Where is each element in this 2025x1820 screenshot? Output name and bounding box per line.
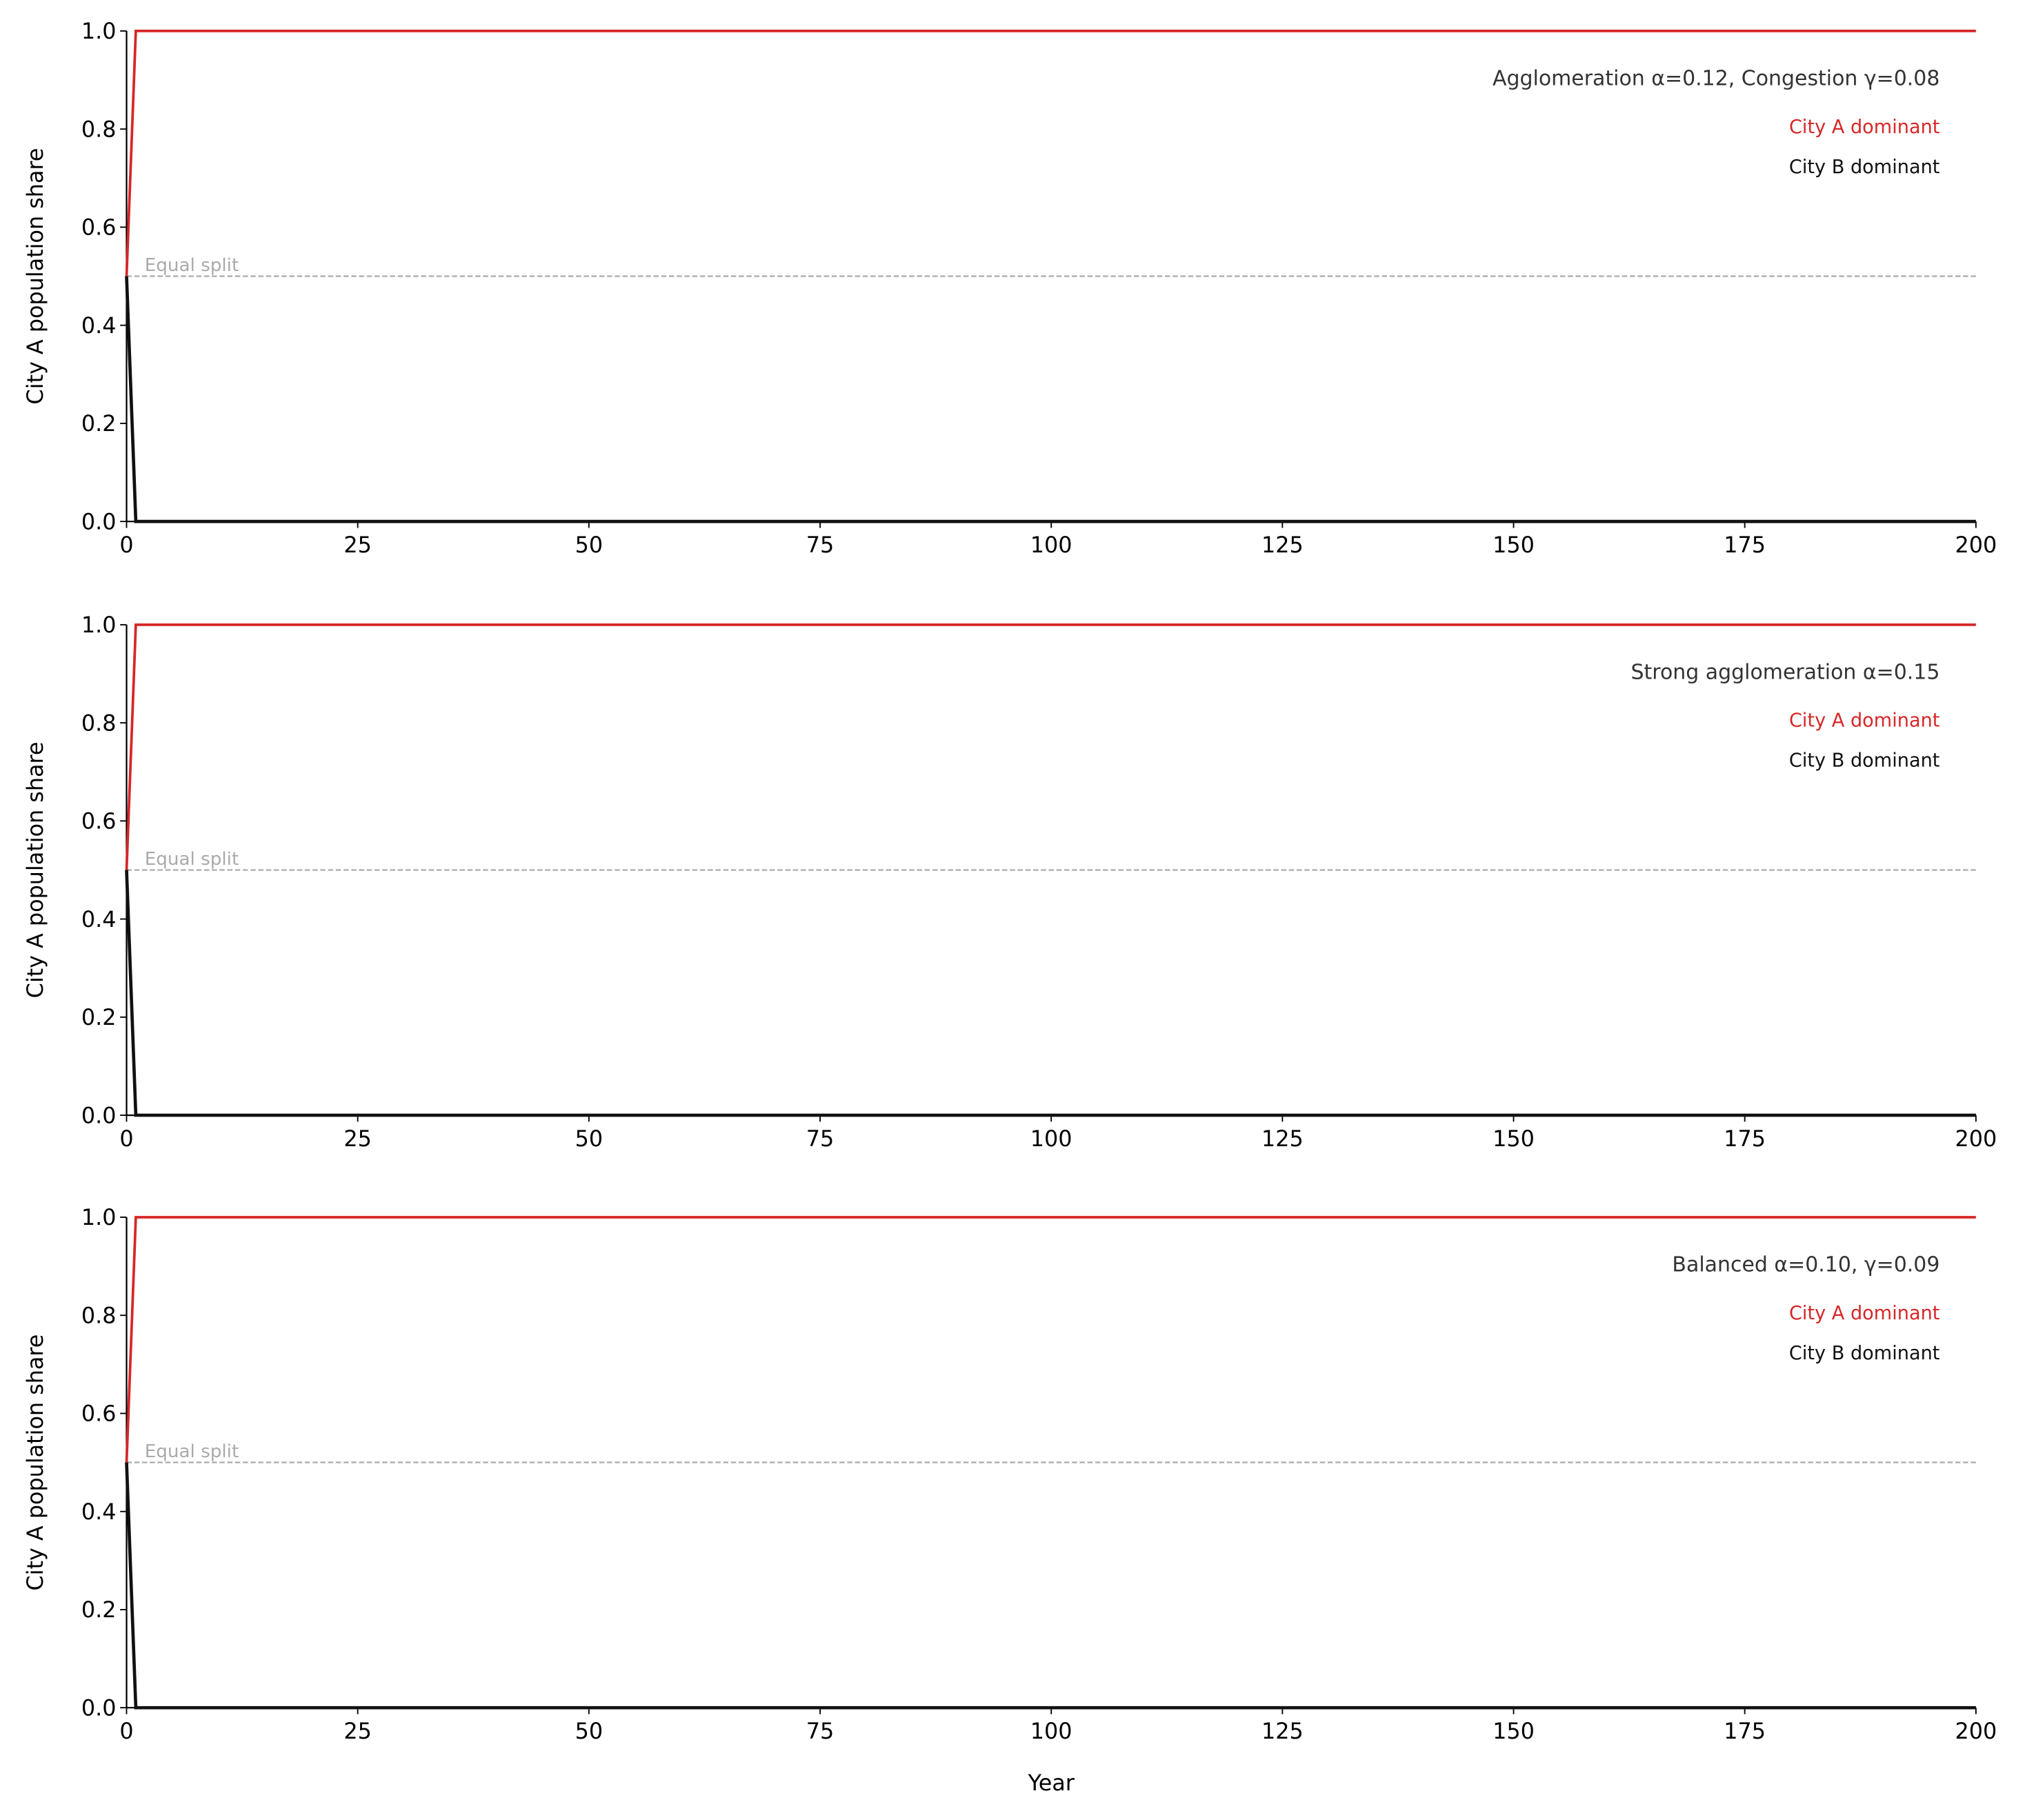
x-tick-label: 75 bbox=[806, 1718, 834, 1744]
y-tick-label: 0.8 bbox=[81, 1302, 117, 1328]
y-tick-label: 1.0 bbox=[81, 1204, 117, 1230]
x-tick-label: 50 bbox=[575, 1718, 603, 1744]
y-tick-label: 0.6 bbox=[81, 1401, 117, 1427]
series-line-city-a bbox=[125, 623, 1976, 870]
x-axis-label: Year bbox=[1027, 1770, 1075, 1796]
legend-label: City A dominant bbox=[1789, 1303, 1939, 1324]
legend-label: City B dominant bbox=[1789, 157, 1939, 178]
x-tick-label: 100 bbox=[1030, 1126, 1073, 1152]
equal-split-label: Equal split bbox=[145, 255, 239, 276]
series-line-city-b bbox=[125, 870, 1976, 1117]
y-tick-label: 0.4 bbox=[81, 906, 117, 932]
panel-annotation: Balanced α=0.10, γ=0.09 bbox=[1672, 1253, 1939, 1277]
y-tick-label: 0.6 bbox=[81, 214, 117, 241]
x-tick-label: 125 bbox=[1261, 1126, 1304, 1152]
x-tick-label: 175 bbox=[1724, 532, 1766, 558]
y-tick-label: 0.0 bbox=[81, 508, 117, 534]
x-tick-label: 150 bbox=[1493, 1718, 1535, 1744]
legend-label: City B dominant bbox=[1789, 1343, 1939, 1364]
y-tick-label: 0.2 bbox=[81, 1004, 117, 1030]
y-axis-label: City A population share bbox=[22, 742, 48, 999]
panel-1: 0.0 0.2 0.4 0.6 0.8 1.0 0 25 50 75 100 125 150 175 200… bbox=[22, 18, 1997, 558]
x-tick-label: 25 bbox=[343, 532, 371, 558]
y-tick-label: 0.6 bbox=[81, 808, 117, 834]
panel-2: 0.0 0.2 0.4 0.6 0.8 1.0 0 25 50 75 100 125 150 175 200… bbox=[22, 612, 1997, 1152]
x-tick-label: 75 bbox=[806, 1126, 834, 1152]
x-tick-label: 125 bbox=[1261, 1718, 1304, 1744]
x-tick-label: 25 bbox=[343, 1126, 371, 1152]
x-tick-label: 200 bbox=[1955, 532, 1997, 558]
x-tick-label: 150 bbox=[1493, 532, 1535, 558]
y-tick-label: 1.0 bbox=[81, 18, 117, 44]
x-tick-label: 75 bbox=[806, 532, 834, 558]
x-tick-label: 50 bbox=[575, 1126, 603, 1152]
series-line-city-a bbox=[125, 30, 1976, 277]
series-line-city-a bbox=[125, 1216, 1976, 1463]
y-tick-label: 0.2 bbox=[81, 410, 117, 437]
y-tick-label: 0.4 bbox=[81, 1499, 117, 1525]
x-tick-label: 175 bbox=[1724, 1718, 1766, 1744]
x-tick-label: 200 bbox=[1955, 1718, 1997, 1744]
x-tick-label: 125 bbox=[1261, 532, 1304, 558]
series-line-city-b bbox=[125, 276, 1976, 523]
equal-split-label: Equal split bbox=[145, 849, 239, 870]
legend-label: City A dominant bbox=[1789, 117, 1939, 138]
y-tick-label: 0.8 bbox=[81, 710, 117, 736]
y-tick-label: 0.0 bbox=[81, 1694, 117, 1721]
x-tick-label: 0 bbox=[119, 532, 133, 558]
legend-label: City B dominant bbox=[1789, 750, 1939, 772]
y-axis-label: City A population share bbox=[22, 1334, 48, 1591]
series-line-city-b bbox=[125, 1462, 1976, 1710]
x-tick-label: 0 bbox=[119, 1126, 133, 1152]
panel-3: 0.0 0.2 0.4 0.6 0.8 1.0 0 25 50 75 100 125 150 175 200… bbox=[22, 1204, 1997, 1796]
x-tick-label: 200 bbox=[1955, 1126, 1997, 1152]
y-tick-label: 0.8 bbox=[81, 116, 117, 142]
panel-annotation: Strong agglomeration α=0.15 bbox=[1631, 660, 1940, 684]
x-tick-label: 50 bbox=[575, 532, 603, 558]
y-axis-label: City A population share bbox=[22, 148, 48, 405]
panel-annotation: Agglomeration α=0.12, Congestion γ=0.08 bbox=[1493, 67, 1939, 91]
legend-label: City A dominant bbox=[1789, 710, 1939, 732]
x-tick-label: 100 bbox=[1030, 532, 1073, 558]
y-tick-label: 0.2 bbox=[81, 1597, 117, 1623]
y-tick-label: 0.0 bbox=[81, 1102, 117, 1128]
x-tick-label: 100 bbox=[1030, 1718, 1073, 1744]
equal-split-label: Equal split bbox=[145, 1441, 239, 1462]
x-tick-label: 0 bbox=[119, 1718, 133, 1744]
x-tick-label: 150 bbox=[1493, 1126, 1535, 1152]
x-tick-label: 25 bbox=[343, 1718, 371, 1744]
y-tick-label: 1.0 bbox=[81, 612, 117, 638]
y-tick-label: 0.4 bbox=[81, 312, 117, 339]
x-tick-label: 175 bbox=[1724, 1126, 1766, 1152]
